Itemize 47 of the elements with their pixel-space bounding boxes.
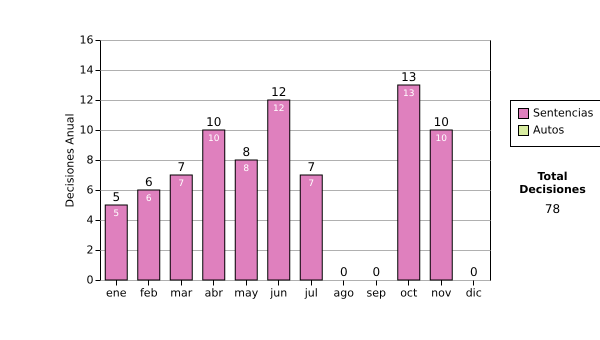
total-label: 12 [271, 85, 286, 99]
y-tick-label: 4 [86, 214, 94, 226]
y-tick-label: 6 [86, 184, 94, 196]
total-label: 7 [307, 160, 316, 174]
x-tick-label: feb [140, 286, 158, 300]
x-tick-label: nov [431, 286, 452, 300]
data-label: 8 [243, 164, 250, 174]
legend-label: Sentencias [533, 106, 594, 120]
x-tick-label: ago [334, 286, 354, 300]
text: Total Decisiones [518, 170, 587, 196]
legend-label: Autos [533, 124, 565, 136]
data-label: 5 [113, 209, 120, 219]
total-label: 8 [242, 145, 250, 159]
x-tick-label: abr [204, 286, 224, 300]
x-tick-label: mar [170, 286, 193, 300]
total-label: 10 [206, 115, 222, 129]
data-label: 6 [146, 194, 152, 204]
data-label: 7 [308, 179, 314, 189]
x-tick-label: may [234, 286, 259, 300]
total-label: 6 [144, 175, 153, 189]
y-tick-label: 12 [80, 94, 94, 106]
x-tick-label: jun [269, 286, 288, 300]
x-tick-label: ene [106, 286, 127, 300]
x-tick-label: oct [400, 286, 418, 300]
text: 78 [544, 202, 562, 216]
data-label: 13 [403, 89, 414, 99]
y-tick-label: 16 [80, 34, 94, 46]
y-tick-label: 8 [86, 154, 94, 166]
data-label: 10 [436, 134, 448, 144]
data-label: 12 [273, 104, 284, 114]
y-axis-title: Decisiones Anual [64, 113, 77, 208]
total-label: 13 [401, 70, 416, 84]
y-tick-label: 14 [80, 64, 94, 76]
total-label: 7 [177, 160, 186, 174]
y-tick-label: 0 [86, 274, 94, 286]
y-tick-label: 2 [86, 244, 94, 256]
total-label: 0 [340, 265, 348, 279]
total-label: 5 [112, 190, 120, 204]
data-label: 10 [208, 134, 220, 144]
x-tick-label: sep [366, 286, 386, 300]
total-label: 10 [434, 115, 449, 129]
x-tick-label: dic [466, 286, 482, 300]
y-tick-label: 10 [80, 124, 94, 136]
total-label: 0 [372, 265, 380, 279]
total-label: 0 [470, 265, 478, 279]
data-label: 7 [178, 179, 184, 189]
x-tick-label: jul [304, 286, 318, 300]
